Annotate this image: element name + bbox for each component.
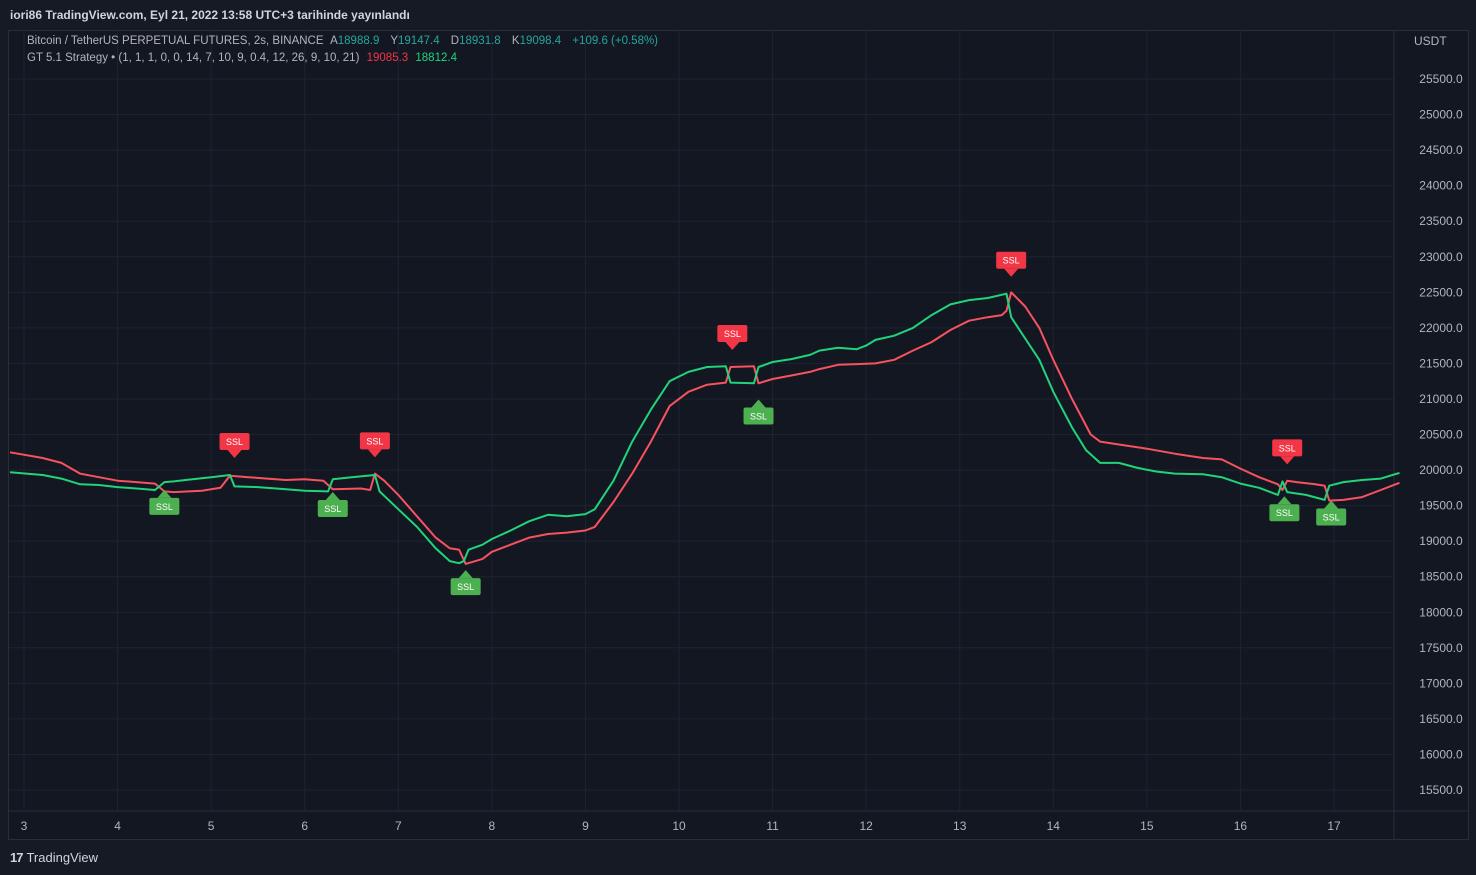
- sell-signal-arrow: [725, 341, 740, 350]
- sell-signal-label: SSL: [1003, 256, 1020, 266]
- y-tick-label: 23500.0: [1419, 214, 1463, 228]
- buy-signal-marker[interactable]: [1269, 504, 1300, 522]
- buy-signal-marker[interactable]: [743, 407, 774, 425]
- buy-signal-label: SSL: [750, 412, 767, 422]
- y-tick-label: 18500.0: [1419, 570, 1463, 584]
- x-tick-label: 3: [21, 819, 28, 833]
- buy-signal-marker[interactable]: [149, 497, 180, 515]
- currency-label: USDT: [1414, 34, 1447, 48]
- buy-signal-arrow: [458, 570, 473, 579]
- tradingview-brand[interactable]: 17 TradingView: [10, 850, 98, 865]
- y-tick-label: 19500.0: [1419, 499, 1463, 513]
- buy-signal-arrow: [751, 399, 766, 408]
- price-chart[interactable]: 25500.0 25000.0 24500.0 24000.0 23500.0 23000…: [9, 31, 1468, 839]
- change-value: +109.6 (+0.58%): [572, 35, 659, 47]
- close-value: 19098.4: [519, 35, 562, 47]
- sell-signal-arrow: [1280, 456, 1295, 465]
- buy-signal-marker[interactable]: [450, 578, 481, 596]
- x-tick-label: 15: [1140, 819, 1154, 833]
- y-tick-label: 21500.0: [1419, 356, 1463, 370]
- y-tick-label: 17000.0: [1419, 676, 1463, 690]
- x-tick-label: 8: [489, 819, 496, 833]
- sell-signal-label: SSL: [226, 437, 243, 447]
- y-tick-label: 16000.0: [1419, 747, 1463, 761]
- buy-signal-arrow: [1324, 500, 1339, 509]
- sell-signal-label: SSL: [1279, 443, 1296, 453]
- tradingview-logo-icon: 17: [10, 850, 24, 865]
- x-tick-label: 5: [208, 819, 215, 833]
- indicator-legend: GT 5.1 Strategy • (1, 1, 1, 0, 0, 14, 7,…: [27, 52, 461, 64]
- sell-signal-marker[interactable]: [996, 251, 1027, 269]
- indicator-name[interactable]: GT 5.1 Strategy • (1, 1, 1, 0, 0, 14, 7,…: [27, 52, 360, 64]
- low-value: 18931.8: [459, 35, 501, 47]
- y-tick-label: 25500.0: [1419, 72, 1463, 86]
- y-tick-label: 17500.0: [1419, 641, 1463, 655]
- y-tick-label: 22500.0: [1419, 285, 1463, 299]
- symbol-legend: Bitcoin / TetherUS PERPETUAL FUTURES, 2s…: [27, 35, 662, 47]
- buy-signal-marker[interactable]: [1316, 508, 1347, 526]
- footer-bar: 17 TradingView: [0, 841, 1476, 875]
- indicator-value-red: 19085.3: [366, 52, 409, 64]
- chart-area[interactable]: 25500.0 25000.0 24500.0 24000.0 23500.0 23000…: [8, 30, 1469, 840]
- x-tick-label: 7: [395, 819, 402, 833]
- buy-signal-label: SSL: [1276, 508, 1293, 518]
- buy-signal-label: SSL: [457, 582, 474, 592]
- sell-signal-arrow: [1004, 268, 1019, 277]
- x-tick-label: 16: [1234, 819, 1248, 833]
- sell-signal-arrow: [367, 449, 382, 458]
- sell-signal-label: SSL: [724, 329, 741, 339]
- brand-name: TradingView: [26, 850, 99, 865]
- x-tick-label: 14: [1047, 819, 1061, 833]
- y-tick-label: 25000.0: [1419, 108, 1463, 122]
- y-tick-label: 21000.0: [1419, 392, 1463, 406]
- sell-signal-arrow: [227, 450, 242, 459]
- y-tick-label: 20500.0: [1419, 428, 1463, 442]
- y-tick-label: 22000.0: [1419, 321, 1463, 335]
- x-tick-label: 13: [953, 819, 967, 833]
- y-tick-label: 18000.0: [1419, 605, 1463, 619]
- x-tick-label: 6: [301, 819, 308, 833]
- y-tick-label: 19000.0: [1419, 534, 1463, 548]
- x-tick-label: 4: [114, 819, 121, 833]
- open-label: A: [330, 35, 338, 47]
- y-tick-label: 23000.0: [1419, 250, 1463, 264]
- buy-signal-arrow: [1277, 496, 1292, 505]
- open-value: 18988.9: [337, 35, 380, 47]
- y-tick-label: 16500.0: [1419, 712, 1463, 726]
- sell-signal-marker[interactable]: [1272, 439, 1303, 457]
- buy-signal-label: SSL: [1323, 512, 1340, 522]
- published-info: iori86 TradingView.com, Eyl 21, 2022 13:…: [10, 8, 410, 22]
- x-tick-label: 9: [582, 819, 589, 833]
- indicator-value-green: 18812.4: [415, 52, 457, 64]
- buy-signal-marker[interactable]: [317, 499, 348, 517]
- low-label: D: [450, 35, 460, 47]
- x-tick-label: 12: [859, 819, 873, 833]
- x-tick-label: 10: [672, 819, 686, 833]
- y-tick-label: 24000.0: [1419, 179, 1463, 193]
- header-bar: iori86 TradingView.com, Eyl 21, 2022 13:…: [0, 0, 1476, 30]
- buy-signal-label: SSL: [156, 502, 173, 512]
- close-label: K: [511, 35, 520, 47]
- buy-signal-arrow: [157, 489, 172, 498]
- high-value: 19147.4: [398, 35, 440, 47]
- x-tick-label: 11: [766, 819, 779, 833]
- high-label: Y: [390, 35, 399, 47]
- y-tick-label: 24500.0: [1419, 143, 1463, 157]
- ssl-green-line: [9, 292, 1400, 565]
- y-tick-label: 15500.0: [1419, 783, 1463, 797]
- buy-signal-arrow: [325, 491, 340, 500]
- x-tick-label: 17: [1327, 819, 1341, 833]
- buy-signal-label: SSL: [324, 504, 341, 514]
- sell-signal-label: SSL: [366, 436, 383, 446]
- y-tick-label: 20000.0: [1419, 463, 1463, 477]
- ssl-red-line: [9, 291, 1400, 565]
- sell-signal-marker[interactable]: [359, 432, 390, 450]
- sell-signal-marker[interactable]: [219, 433, 250, 451]
- sell-signal-marker[interactable]: [717, 324, 748, 342]
- symbol-name[interactable]: Bitcoin / TetherUS PERPETUAL FUTURES, 2s…: [27, 35, 324, 47]
